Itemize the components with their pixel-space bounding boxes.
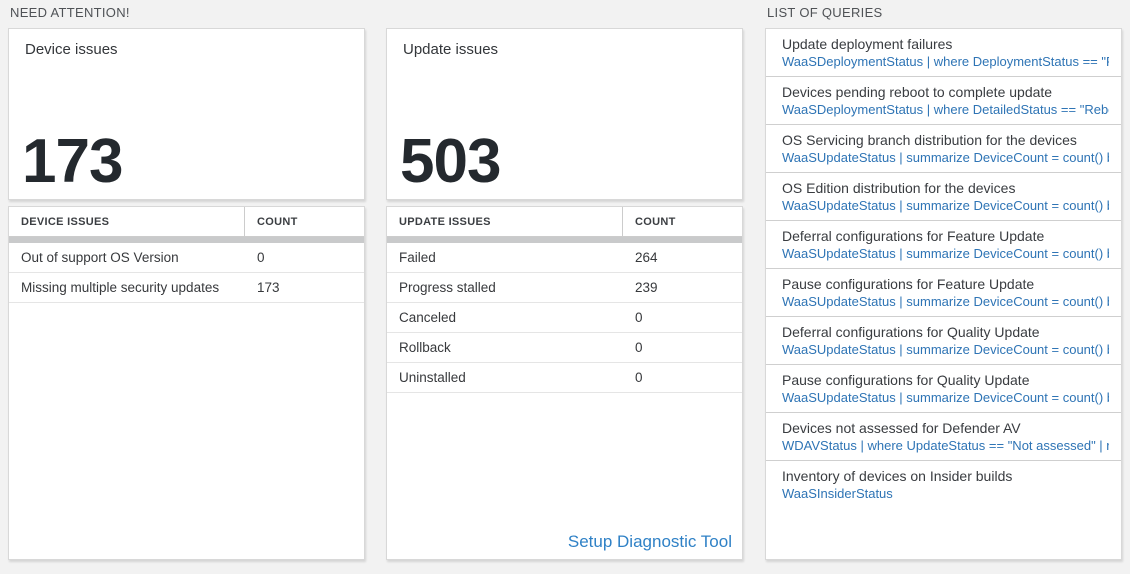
issue-name: Rollback bbox=[399, 340, 451, 355]
query-item[interactable]: OS Edition distribution for the devices … bbox=[766, 173, 1121, 221]
scrollbar-strip[interactable] bbox=[387, 237, 742, 243]
query-text[interactable]: WaaSUpdateStatus | summarize DeviceCount… bbox=[782, 150, 1109, 165]
device-issues-table: DEVICE ISSUES COUNT Out of support OS Ve… bbox=[8, 206, 365, 560]
query-title: Deferral configurations for Quality Upda… bbox=[782, 324, 1040, 340]
query-item[interactable]: Deferral configurations for Quality Upda… bbox=[766, 317, 1121, 365]
table-row[interactable]: Uninstalled 0 bbox=[387, 363, 742, 393]
issue-count: 0 bbox=[635, 310, 643, 325]
query-title: Devices not assessed for Defender AV bbox=[782, 420, 1021, 436]
issue-count: 0 bbox=[635, 370, 643, 385]
device-issues-title: Device issues bbox=[25, 41, 118, 58]
count-column-header: COUNT bbox=[257, 215, 298, 228]
issue-count: 0 bbox=[257, 250, 265, 265]
query-text[interactable]: WaaSInsiderStatus bbox=[782, 486, 893, 501]
update-issues-table: UPDATE ISSUES COUNT Failed 264 Progress … bbox=[386, 206, 743, 560]
update-issues-column-header: UPDATE ISSUES bbox=[399, 215, 491, 228]
query-title: Pause configurations for Quality Update bbox=[782, 372, 1030, 388]
query-item[interactable]: Devices not assessed for Defender AV WDA… bbox=[766, 413, 1121, 461]
scrollbar-strip[interactable] bbox=[9, 237, 364, 243]
update-issues-tile[interactable]: Update issues 503 bbox=[386, 28, 743, 200]
setup-diagnostic-tool-link[interactable]: Setup Diagnostic Tool bbox=[567, 532, 732, 551]
device-issues-count: 173 bbox=[22, 127, 123, 196]
query-text[interactable]: WDAVStatus | where UpdateStatus == "Not … bbox=[782, 438, 1109, 453]
issue-count: 173 bbox=[257, 280, 280, 295]
device-issues-tile[interactable]: Device issues 173 bbox=[8, 28, 365, 200]
query-text[interactable]: WaaSUpdateStatus | summarize DeviceCount… bbox=[782, 198, 1109, 213]
query-title: Pause configurations for Feature Update bbox=[782, 276, 1035, 292]
update-issues-table-header: UPDATE ISSUES COUNT bbox=[387, 207, 742, 237]
issue-name: Uninstalled bbox=[399, 370, 466, 385]
query-title: Inventory of devices on Insider builds bbox=[782, 468, 1013, 484]
device-issues-column-header: DEVICE ISSUES bbox=[21, 215, 110, 228]
issue-name: Missing multiple security updates bbox=[21, 280, 220, 295]
issue-name: Out of support OS Version bbox=[21, 250, 179, 265]
count-column-header: COUNT bbox=[635, 215, 676, 228]
query-item[interactable]: Inventory of devices on Insider builds W… bbox=[766, 461, 1121, 509]
query-title: Devices pending reboot to complete updat… bbox=[782, 84, 1053, 100]
query-item[interactable]: Pause configurations for Quality Update … bbox=[766, 365, 1121, 413]
query-text[interactable]: WaaSUpdateStatus | summarize DeviceCount… bbox=[782, 246, 1109, 261]
update-issues-count: 503 bbox=[400, 127, 501, 196]
table-row[interactable]: Failed 264 bbox=[387, 243, 742, 273]
issue-count: 264 bbox=[635, 250, 658, 265]
query-text[interactable]: WaaSDeploymentStatus | where DeploymentS… bbox=[782, 54, 1109, 69]
issue-count: 239 bbox=[635, 280, 658, 295]
issue-name: Canceled bbox=[399, 310, 457, 325]
query-title: Deferral configurations for Feature Upda… bbox=[782, 228, 1045, 244]
update-issues-title: Update issues bbox=[403, 41, 499, 58]
query-item[interactable]: Deferral configurations for Feature Upda… bbox=[766, 221, 1121, 269]
query-text[interactable]: WaaSUpdateStatus | summarize DeviceCount… bbox=[782, 390, 1109, 405]
issue-name: Progress stalled bbox=[399, 280, 496, 295]
table-row[interactable]: Out of support OS Version 0 bbox=[9, 243, 364, 273]
need-attention-label: NEED ATTENTION! bbox=[10, 5, 130, 20]
table-row[interactable]: Progress stalled 239 bbox=[387, 273, 742, 303]
issue-name: Failed bbox=[399, 250, 436, 265]
table-row[interactable]: Canceled 0 bbox=[387, 303, 742, 333]
query-title: OS Edition distribution for the devices bbox=[782, 180, 1016, 196]
query-item[interactable]: OS Servicing branch distribution for the… bbox=[766, 125, 1121, 173]
query-text[interactable]: WaaSDeploymentStatus | where DetailedSta… bbox=[782, 102, 1109, 117]
query-item[interactable]: Pause configurations for Feature Update … bbox=[766, 269, 1121, 317]
query-item[interactable]: Devices pending reboot to complete updat… bbox=[766, 77, 1121, 125]
query-text[interactable]: WaaSUpdateStatus | summarize DeviceCount… bbox=[782, 342, 1109, 357]
query-title: Update deployment failures bbox=[782, 36, 953, 52]
table-row[interactable]: Rollback 0 bbox=[387, 333, 742, 363]
query-text[interactable]: WaaSUpdateStatus | summarize DeviceCount… bbox=[782, 294, 1109, 309]
issue-count: 0 bbox=[635, 340, 643, 355]
list-of-queries-label: LIST OF QUERIES bbox=[767, 5, 883, 20]
query-item[interactable]: Update deployment failures WaaSDeploymen… bbox=[766, 29, 1121, 77]
query-list-panel: Update deployment failures WaaSDeploymen… bbox=[765, 28, 1122, 560]
device-issues-table-header: DEVICE ISSUES COUNT bbox=[9, 207, 364, 237]
query-title: OS Servicing branch distribution for the… bbox=[782, 132, 1077, 148]
table-row[interactable]: Missing multiple security updates 173 bbox=[9, 273, 364, 303]
